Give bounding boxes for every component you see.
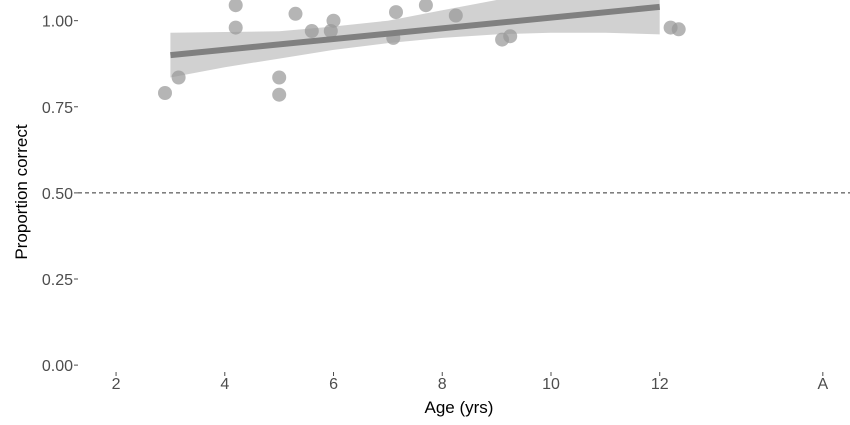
x-tick-label: 10: [542, 376, 560, 393]
y-tick-label: 0.75: [42, 100, 73, 117]
plot-area: [78, 0, 850, 194]
x-tick-label: 2: [112, 376, 121, 393]
y-axis-label: Proportion correct: [12, 124, 31, 259]
y-tick-label: 0.00: [42, 358, 73, 375]
y-tick-label: 1.00: [42, 14, 73, 31]
data-point: [228, 20, 243, 35]
x-axis: 2 4 6 8 10 12 A: [112, 372, 828, 393]
data-points: [158, 0, 686, 102]
data-point: [288, 6, 303, 21]
y-tick-label: 0.50: [42, 186, 73, 203]
data-point: [326, 13, 341, 28]
data-point: [448, 8, 463, 23]
x-tick-label: 8: [438, 376, 447, 393]
data-point: [389, 5, 403, 20]
x-axis-label: Age (yrs): [425, 398, 494, 417]
fit-line: [170, 3, 661, 59]
data-point: [171, 70, 186, 85]
data-point: [228, 0, 243, 13]
x-tick-label: 4: [220, 376, 229, 393]
y-tick-label: 0.25: [42, 272, 73, 289]
data-point: [671, 22, 686, 37]
x-tick-label: 6: [329, 376, 338, 393]
y-axis: 0.00 0.25 0.50 0.75 1.00: [42, 14, 78, 375]
x-tick-label: A: [817, 376, 828, 393]
data-point: [158, 86, 172, 100]
data-point: [304, 24, 319, 38]
data-point: [272, 87, 287, 102]
data-point: [272, 70, 287, 85]
data-point: [418, 0, 433, 13]
data-point: [503, 29, 518, 44]
x-tick-label: 12: [651, 376, 669, 393]
